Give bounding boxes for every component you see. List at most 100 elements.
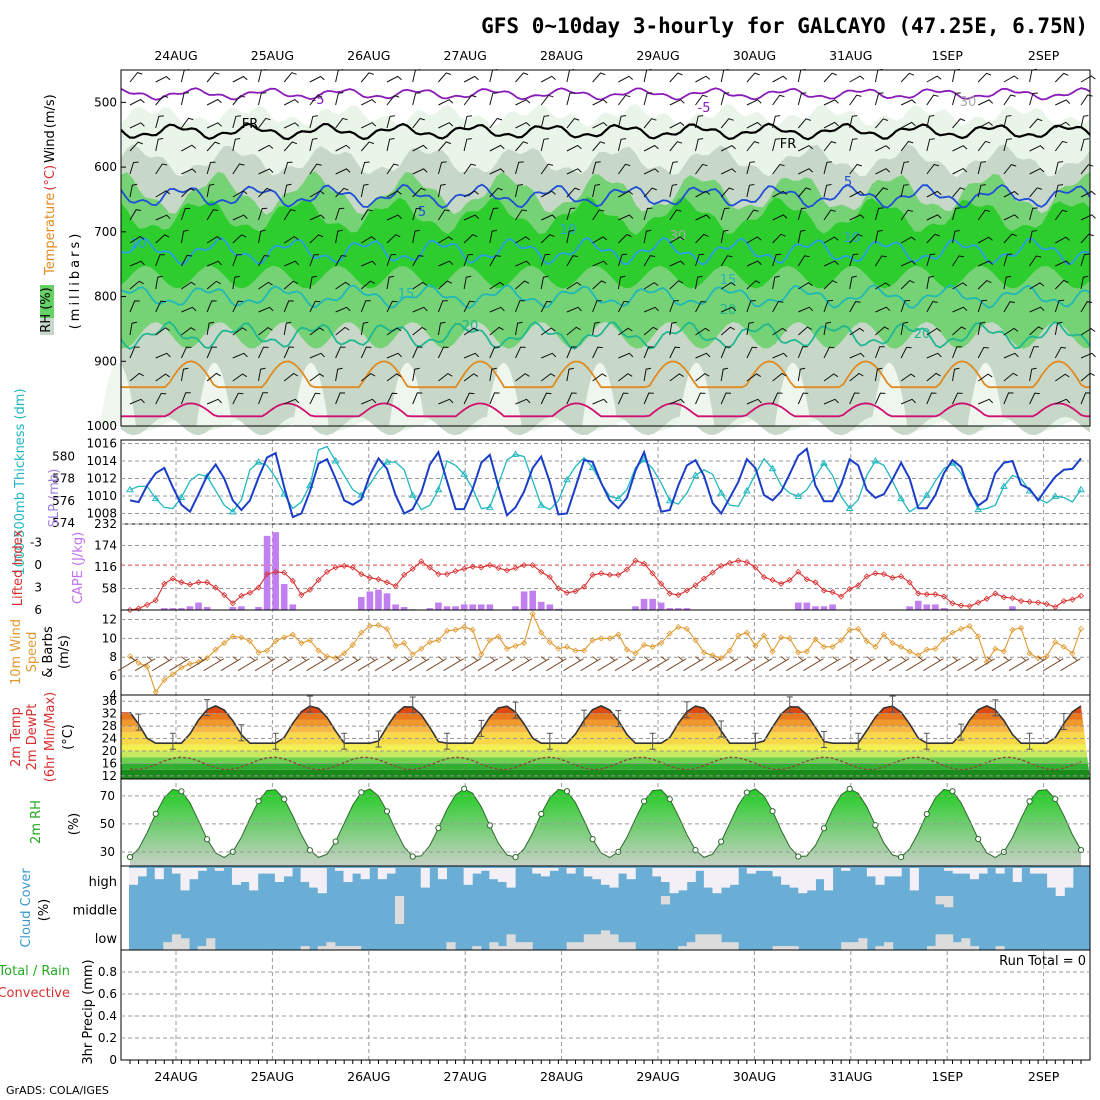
wind-barb — [283, 280, 298, 290]
cloud-low-gap — [849, 942, 859, 950]
wind-barb — [1055, 121, 1070, 129]
wind-barb — [926, 163, 940, 175]
wind-barb-10m — [203, 656, 224, 672]
temp-minmax-bar — [752, 732, 759, 750]
wind-marker — [906, 648, 913, 655]
wind-barb — [617, 94, 631, 106]
cloud-high-gap — [480, 868, 490, 871]
wind-barb — [952, 367, 960, 382]
wind-barb-10m — [888, 656, 910, 672]
wind-barb — [309, 275, 317, 290]
wind-barb — [232, 275, 240, 290]
li-marker — [615, 571, 622, 578]
wind-barb — [463, 392, 475, 405]
wind-barb — [515, 99, 531, 106]
wind-barb — [926, 301, 938, 313]
li-marker — [692, 582, 699, 589]
wind-barb — [592, 141, 606, 152]
wind-barb — [1003, 233, 1017, 244]
wind-barb — [437, 183, 446, 198]
wind-barb — [540, 190, 556, 198]
wind-barb — [412, 144, 428, 152]
wind-barb — [335, 281, 350, 290]
wind-barb — [1029, 255, 1042, 267]
wind-marker — [469, 626, 476, 633]
rh-marker — [358, 789, 365, 796]
wind-barb — [977, 346, 989, 359]
wind-barb-10m — [494, 656, 516, 672]
cloud-low-gap — [472, 946, 482, 950]
wind-barb — [1029, 230, 1038, 244]
wind-barb — [566, 144, 582, 152]
wind-barb — [592, 321, 600, 336]
wind-barb — [335, 306, 351, 313]
li-marker — [469, 563, 476, 570]
wind-barb — [1054, 184, 1064, 198]
temp-band — [121, 713, 1090, 720]
cape-bar — [460, 604, 468, 610]
rh-legend-label: RH (%) — [39, 287, 54, 332]
cloud-high-gap — [678, 868, 688, 891]
wind-barb — [232, 392, 244, 405]
cloud-high-gap — [463, 868, 473, 885]
wind-barb — [258, 367, 266, 382]
thickness-marker — [922, 491, 931, 498]
cloud-row-label: middle — [73, 904, 117, 919]
wind-barb — [720, 326, 735, 336]
li-marker — [349, 564, 356, 571]
cloud-low-gap — [497, 946, 508, 950]
temp-contour-5 — [120, 183, 1091, 209]
wind-barb — [258, 306, 274, 313]
wind-barb — [617, 275, 626, 290]
cloud-low-gap — [506, 934, 516, 950]
cloud-high-gap — [1038, 868, 1048, 874]
thickness-label: 1000-500mb Thickness (dm) — [13, 388, 28, 575]
cloud-high-gap — [497, 868, 508, 882]
wind-barb — [849, 372, 864, 382]
wind-barb — [515, 280, 530, 290]
cloud-high-gap — [386, 868, 396, 874]
li-marker — [795, 568, 802, 575]
wind-barb — [1029, 145, 1045, 152]
wind-barbs — [129, 68, 1096, 405]
li-marker — [683, 587, 690, 594]
thickness-marker — [383, 458, 391, 465]
cloud-low-gap — [884, 942, 894, 950]
bottom-date-label: 2SEP — [1028, 1069, 1060, 1084]
wind-barb-10m — [1025, 656, 1047, 672]
li-marker — [204, 579, 211, 586]
li-marker — [1035, 599, 1042, 606]
cloud-high-gap — [231, 868, 242, 885]
cloud-low-gap — [575, 942, 585, 950]
wind-barb — [412, 281, 428, 290]
li-marker — [306, 586, 313, 593]
wind-barb — [566, 118, 580, 129]
wind-barb — [1029, 168, 1045, 175]
wind-barb — [515, 184, 523, 198]
wind-barb-10m — [546, 656, 567, 672]
li-marker — [872, 570, 879, 577]
wind-barb — [180, 392, 191, 405]
temp-minmax-bar — [683, 701, 690, 719]
li-marker — [606, 571, 613, 578]
wind-marker — [1026, 650, 1033, 657]
rh-marker — [769, 808, 776, 815]
wind-barb — [206, 398, 222, 405]
wind-barb — [258, 229, 266, 244]
wind-barb-10m — [683, 656, 704, 672]
wind-barb — [1029, 306, 1045, 313]
wind-barb — [258, 207, 268, 221]
wind-barb — [823, 209, 836, 221]
wind-barb — [283, 372, 299, 382]
wind-marker — [315, 647, 322, 654]
wind-barb-10m — [768, 656, 790, 672]
wind-barb-10m — [169, 656, 190, 672]
cloud-high-gap — [352, 868, 362, 874]
wind-barb — [206, 346, 217, 359]
slp-line — [129, 447, 1082, 519]
dewpoint-line — [129, 756, 1082, 771]
wind-marker — [392, 642, 399, 649]
wind-barb — [926, 190, 942, 198]
wind-barb — [361, 236, 376, 244]
